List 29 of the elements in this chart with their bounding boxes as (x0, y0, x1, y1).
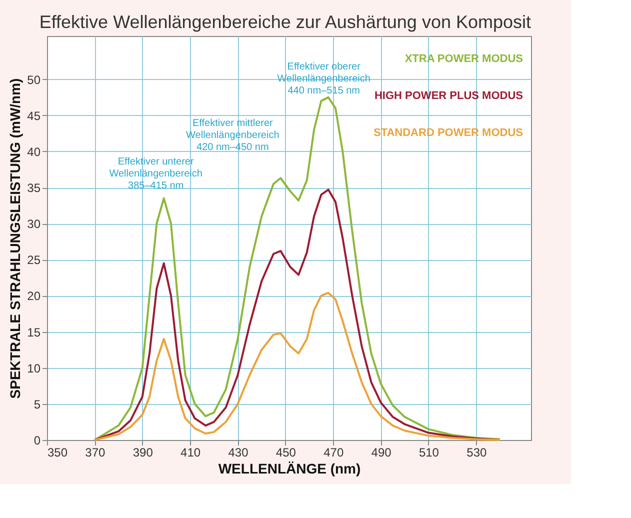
x-tick-label: 390 (132, 446, 154, 460)
x-tick-label: 430 (228, 446, 249, 460)
y-tick-label: 15 (27, 325, 41, 340)
x-tick-label: 370 (85, 446, 106, 460)
y-tick-label: 40 (27, 144, 41, 159)
y-tick-label: 30 (27, 217, 41, 232)
y-tick-label: 0 (34, 434, 41, 448)
x-tick-label: 530 (466, 446, 487, 460)
line-series (94, 292, 502, 441)
x-tick-label: 490 (371, 446, 392, 460)
x-tick-label: 410 (180, 446, 201, 460)
y-tick-label: 5 (34, 397, 41, 412)
x-tick-label: 470 (324, 446, 344, 460)
text: HIGH POWER PLUS MODUS (374, 90, 523, 102)
y-tick-label: 20 (27, 289, 41, 304)
y-tick-label: 45 (27, 108, 41, 123)
annotation: Effektiver unterer Wellenlängenbereich 385–415 nm (109, 156, 202, 192)
annotation: Effektiver oberer Wellenlängenbereich 440 nm–515 nm (277, 61, 370, 96)
y-tick-label: 25 (27, 253, 41, 268)
x-tick-label: 350 (48, 446, 68, 460)
y-tick-label: 35 (27, 181, 41, 195)
annotation: Effektiver mittlerer Wellenlängenbereich 420 nm–450 nm (186, 118, 280, 154)
x-tick-label: 510 (418, 446, 440, 460)
x-axis-title: WELLENLÄNGE (nm) (218, 460, 361, 476)
y-axis-title: SPEKTRALE STRAHLUNGSLEISTUNG (mW/nm) (7, 78, 24, 399)
chart-title: Effektive Wellenlängenbereiche zur Aushärtung von Komposit (39, 12, 531, 32)
x-tick-label: 450 (276, 446, 296, 460)
y-tick-label: 50 (27, 72, 41, 87)
y-tick-label: 10 (27, 361, 41, 376)
